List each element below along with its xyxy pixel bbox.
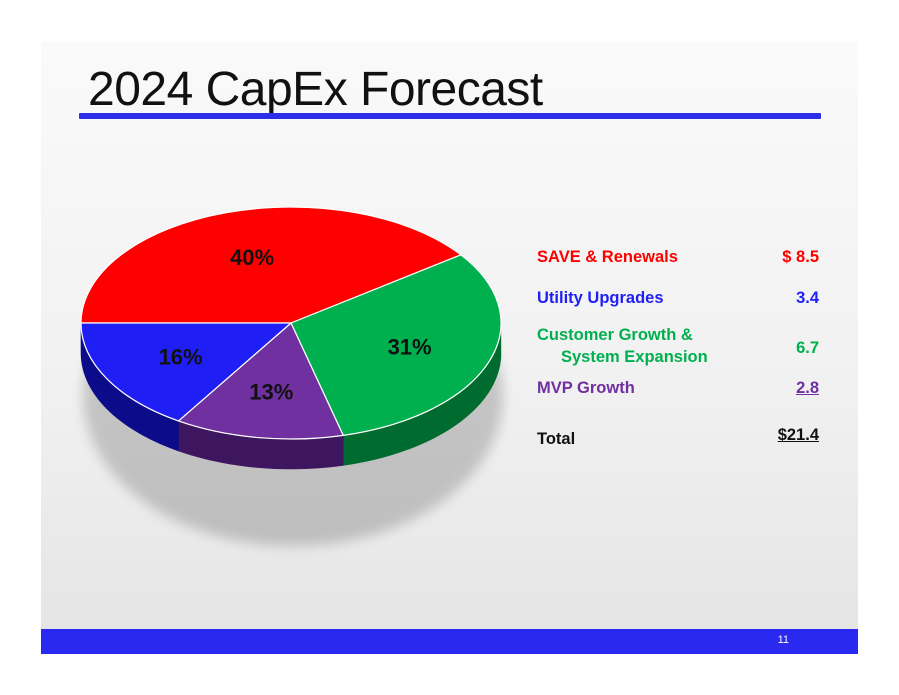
pie-label-utility-upgrades: 16% (159, 345, 203, 370)
legend-value: $ 8.5 (782, 248, 819, 266)
legend-label: SAVE & Renewals (537, 248, 678, 266)
page-number: 11 (777, 634, 789, 646)
legend-label-line2: System Expansion (561, 348, 708, 366)
legend-item-mvp-growth: MVP Growth 2.8 (537, 377, 819, 405)
legend-label: MVP Growth (537, 379, 635, 397)
pie-label-save-and-renewals: 40% (230, 245, 274, 270)
footer-bar: 11 (41, 629, 858, 654)
legend-label: Utility Upgrades (537, 289, 664, 307)
pie-rim (80, 206, 502, 440)
title-underline (79, 113, 821, 119)
pie-slice-mvp-growth (177, 322, 344, 440)
legend-item-save-renewals: SAVE & Renewals $ 8.5 (537, 246, 819, 274)
legend-total-label: Total (537, 430, 576, 448)
slide: 2024 CapEx Forecast 40% 31% 13% 16% SAVE & … (41, 42, 858, 654)
pie-chart: 40% 31% 13% 16% (80, 206, 503, 546)
pie-slice-customer-growth-and-system-expansion (290, 254, 502, 436)
legend-value: 2.8 (796, 379, 819, 397)
legend-item-utility-upgrades: Utility Upgrades 3.4 (537, 287, 819, 315)
legend-value: 6.7 (796, 339, 819, 357)
pie-labels: 40% 31% 13% 16% (159, 245, 432, 405)
pie-label-customer-growth-and-system-expansion: 31% (388, 335, 432, 360)
pie-label-mvp-growth: 13% (249, 380, 293, 405)
legend-total: Total $21.4 (537, 424, 819, 452)
legend-total-value: $21.4 (777, 426, 819, 444)
pie-slice-utility-upgrades (80, 322, 292, 422)
legend-item-customer-growth: Customer Growth & System Expansion 6.7 (537, 324, 819, 370)
page-title: 2024 CapEx Forecast (88, 63, 543, 116)
legend-label: Customer Growth & System Expansion (537, 324, 708, 368)
pie-tops (80, 206, 502, 440)
legend-value: 3.4 (796, 289, 819, 307)
pie-slice-save-and-renewals (80, 206, 462, 324)
legend-label-line1: Customer Growth & (537, 326, 693, 344)
